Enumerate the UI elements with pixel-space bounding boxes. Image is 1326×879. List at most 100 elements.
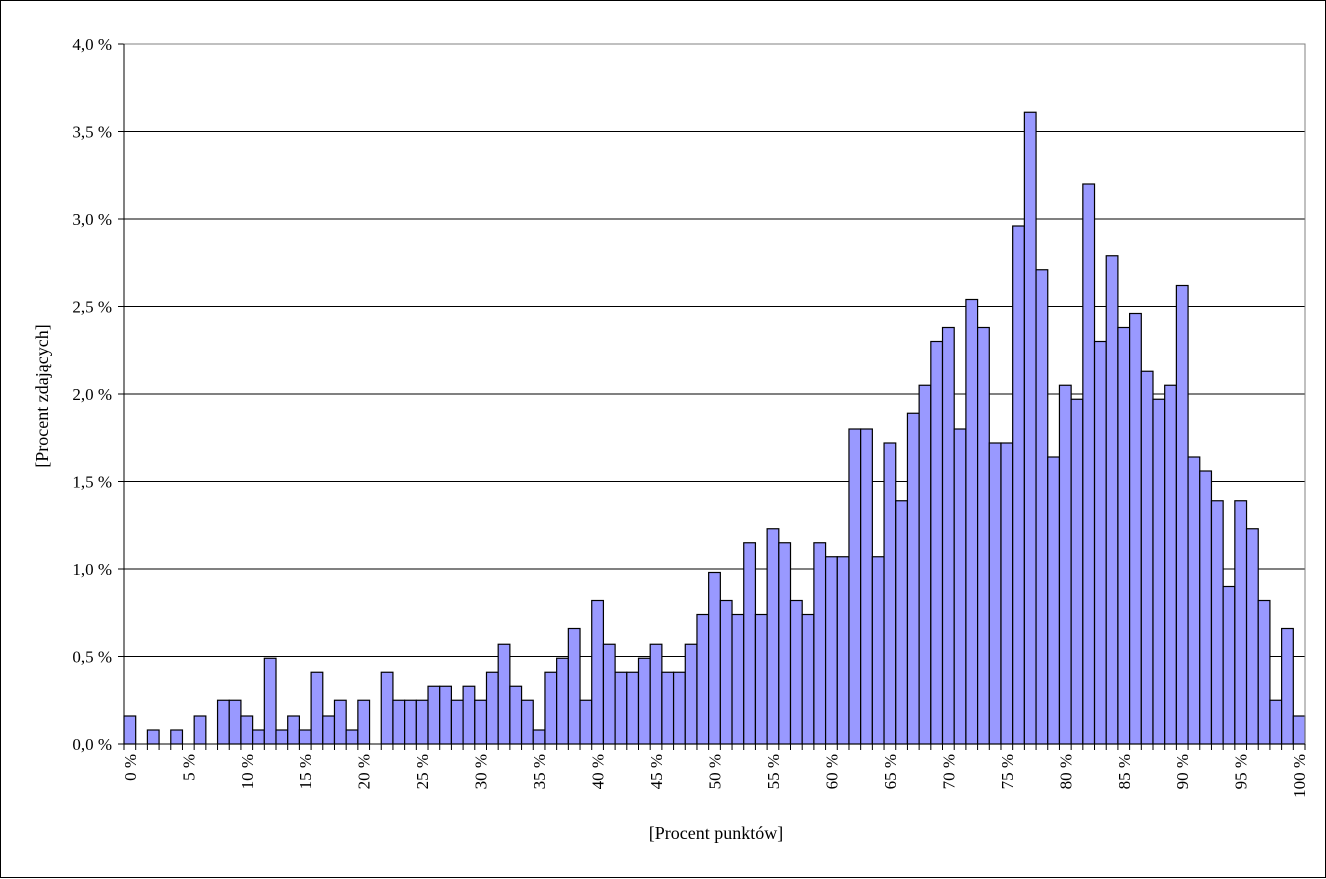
histogram-bar bbox=[1012, 225, 1025, 745]
histogram-bar bbox=[614, 671, 628, 745]
histogram-bar bbox=[450, 699, 464, 745]
axes bbox=[118, 43, 1306, 750]
histogram-bar bbox=[696, 613, 710, 745]
histogram-bar bbox=[275, 729, 289, 745]
histogram-bar bbox=[345, 729, 359, 745]
x-tick-label: 95 % bbox=[1232, 754, 1251, 789]
histogram-bar bbox=[1105, 255, 1119, 745]
histogram-bar bbox=[216, 699, 230, 745]
histogram-bar bbox=[883, 442, 897, 745]
histogram-bar bbox=[1070, 398, 1084, 745]
histogram-bar bbox=[170, 729, 184, 745]
histogram-bar bbox=[1000, 442, 1014, 745]
histogram-bar bbox=[918, 384, 932, 745]
histogram-bar bbox=[544, 671, 558, 745]
histogram-bar bbox=[333, 699, 347, 745]
histogram-bar bbox=[509, 685, 523, 745]
histogram-bar bbox=[813, 542, 827, 745]
histogram-bar bbox=[988, 442, 1002, 745]
histogram-bar bbox=[462, 685, 476, 745]
histogram-bar bbox=[404, 699, 417, 745]
y-tick-label: 2,5 % bbox=[72, 298, 112, 317]
x-tick-label: 10 % bbox=[238, 754, 257, 789]
histogram-bar bbox=[310, 671, 324, 745]
histogram-bar bbox=[626, 671, 640, 745]
y-tick-label: 2,0 % bbox=[72, 385, 112, 404]
histogram-bar bbox=[474, 699, 488, 745]
histogram-bar bbox=[357, 699, 371, 745]
histogram-bar bbox=[240, 715, 254, 745]
histogram-bar bbox=[497, 643, 511, 745]
histogram-bar bbox=[1035, 269, 1049, 745]
histogram-bar bbox=[602, 643, 616, 745]
grid-lines bbox=[124, 43, 1305, 657]
x-tick-label: 45 % bbox=[647, 754, 666, 789]
histogram-bar bbox=[380, 671, 394, 745]
histogram-bar bbox=[532, 729, 546, 745]
x-tick-label: 35 % bbox=[530, 754, 549, 789]
x-tick-label: 80 % bbox=[1056, 754, 1075, 789]
histogram-bar bbox=[1281, 627, 1294, 745]
x-tick-labels: 0 % 5 % 10 % 15 % 20 % 25 % 30 % 35 % 40 % 45 % 50… bbox=[121, 754, 1309, 798]
histogram-bar bbox=[1164, 384, 1177, 745]
histogram-bar bbox=[1245, 528, 1259, 745]
histogram-bar bbox=[1292, 715, 1306, 745]
histogram-bar bbox=[1269, 699, 1283, 745]
histogram-bar bbox=[1210, 500, 1224, 745]
histogram-bar bbox=[731, 613, 745, 745]
histogram-bar bbox=[567, 627, 581, 745]
histogram-bar bbox=[743, 542, 757, 745]
histogram-bar bbox=[1187, 456, 1201, 745]
x-tick-label: 90 % bbox=[1173, 754, 1192, 789]
histogram-bar bbox=[637, 657, 651, 745]
histogram-bar bbox=[591, 599, 605, 745]
histogram-bar bbox=[778, 542, 792, 745]
histogram-bar bbox=[1093, 340, 1107, 745]
histogram-bar bbox=[1152, 398, 1166, 745]
y-tick-label: 3,5 % bbox=[72, 123, 112, 142]
histogram-bar bbox=[1058, 384, 1072, 745]
y-tick-label: 0,0 % bbox=[72, 735, 112, 754]
histogram-bar bbox=[766, 528, 780, 745]
histogram-bar bbox=[287, 715, 300, 745]
histogram-bar bbox=[801, 613, 815, 745]
y-tick-label: 1,0 % bbox=[72, 560, 112, 579]
y-tick-label: 3,0 % bbox=[72, 210, 112, 229]
x-tick-label: 55 % bbox=[764, 754, 783, 789]
x-tick-label: 75 % bbox=[998, 754, 1017, 789]
x-tick-label: 60 % bbox=[822, 754, 841, 789]
x-tick-label: 0 % bbox=[121, 754, 140, 781]
histogram-bar bbox=[941, 326, 955, 745]
histogram-bar bbox=[848, 428, 862, 745]
histogram-bar bbox=[930, 340, 944, 745]
histogram-bar bbox=[789, 599, 803, 745]
histogram-bar bbox=[556, 657, 569, 745]
histogram-bar bbox=[252, 729, 265, 745]
histogram-bar bbox=[1047, 456, 1061, 745]
x-tick-label: 15 % bbox=[296, 754, 315, 789]
histogram-bar bbox=[976, 326, 990, 745]
histogram-bar bbox=[1129, 312, 1142, 745]
bars bbox=[123, 111, 1306, 745]
x-tick-label: 5 % bbox=[179, 754, 198, 781]
histogram-bar bbox=[906, 412, 920, 745]
x-tick-label: 40 % bbox=[589, 754, 608, 789]
histogram-bar bbox=[672, 671, 686, 745]
y-tick-label: 0,5 % bbox=[72, 648, 112, 667]
histogram-bar bbox=[965, 298, 979, 745]
histogram-bar bbox=[579, 699, 593, 745]
y-axis-title: [Procent zdających] bbox=[32, 324, 52, 467]
y-tick-label: 4,0 % bbox=[72, 35, 112, 54]
histogram-bar bbox=[871, 556, 885, 745]
y-tick-label: 1,5 % bbox=[72, 473, 112, 492]
x-axis-title: [Procent punktów] bbox=[649, 823, 783, 843]
x-tick-label: 65 % bbox=[881, 754, 900, 789]
histogram-bar bbox=[1257, 599, 1271, 745]
y-tick-labels: 0,0 % 0,5 % 1,0 % 1,5 % 2,0 % 2,5 % 3,0 % 3,5 %… bbox=[72, 35, 112, 754]
histogram-bar bbox=[708, 571, 721, 745]
histogram-bar bbox=[123, 715, 137, 745]
histogram-bar bbox=[1175, 284, 1189, 745]
x-tick-label: 70 % bbox=[939, 754, 958, 789]
